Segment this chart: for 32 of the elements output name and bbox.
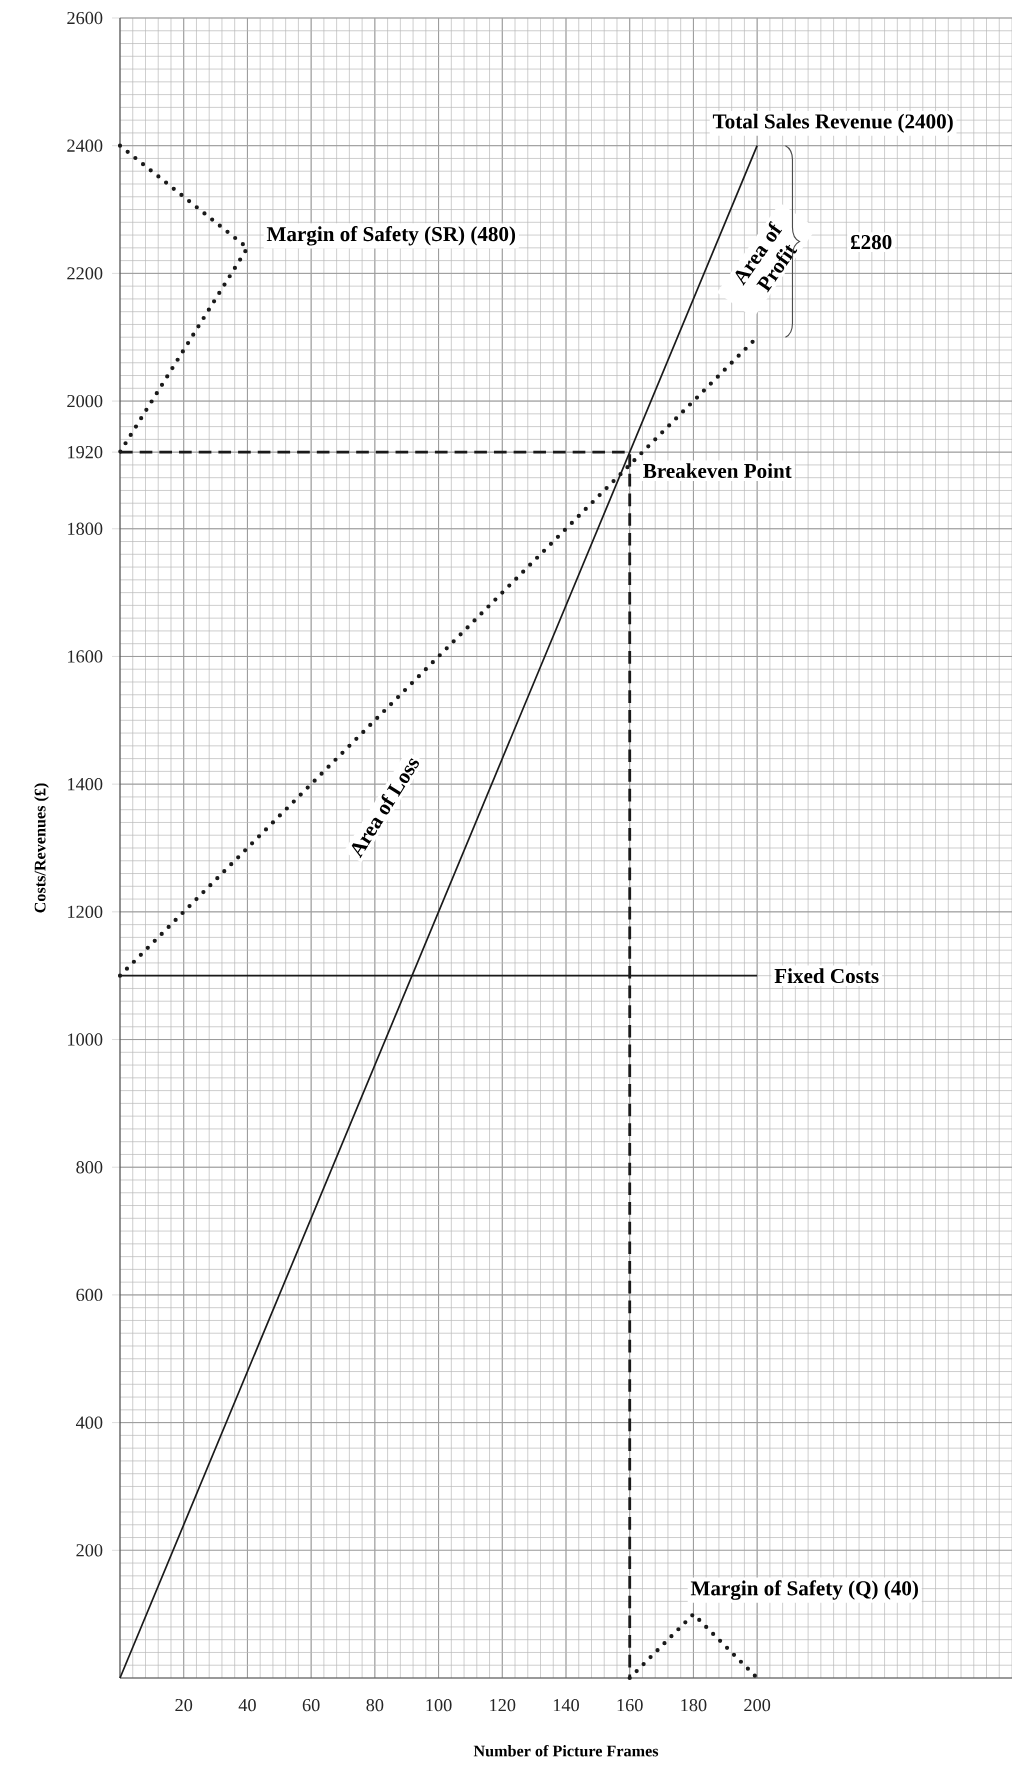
y-tick-label: 1200 <box>68 905 103 918</box>
x-tick-label: 60 <box>302 1698 320 1712</box>
annotation: Total Sales Revenue (2400) <box>712 113 953 133</box>
y-tick-label: 1800 <box>68 522 103 535</box>
annotation: £280 <box>850 234 892 250</box>
annotation: Margin of Safety (SR) (480) <box>266 226 516 246</box>
x-tick-label: 140 <box>553 1698 580 1712</box>
annotation: Breakeven Point <box>643 463 792 479</box>
x-tick-label: 120 <box>490 1698 516 1712</box>
y-tick-label: 1400 <box>68 777 103 791</box>
x-tick-label: 160 <box>617 1698 643 1712</box>
y-tick-label: 1920 <box>68 445 103 459</box>
x-tick-label: 200 <box>744 1698 771 1712</box>
y-tick-label: 800 <box>76 1161 103 1174</box>
annotation: Fixed Costs <box>774 968 879 984</box>
y-tick-label: 200 <box>76 1544 103 1557</box>
annotation: Margin of Safety (Q) (40) <box>690 1580 918 1600</box>
y-tick-label: 600 <box>76 1288 103 1302</box>
x-tick-label: 100 <box>426 1698 452 1712</box>
y-tick-label: 1600 <box>68 650 103 663</box>
x-tick-label: 40 <box>238 1698 256 1712</box>
x-tick-label: 180 <box>681 1698 707 1712</box>
y-tick-label: 2000 <box>67 394 103 408</box>
x-axis-title: Number of Picture Frames <box>473 1744 659 1757</box>
y-tick-label: 2400 <box>67 139 103 152</box>
x-tick-label: 20 <box>175 1698 193 1712</box>
x-tick-label: 80 <box>366 1698 384 1712</box>
y-tick-label: 2600 <box>67 11 103 25</box>
y-tick-label: 400 <box>75 1416 103 1429</box>
y-tick-label: 2200 <box>67 267 103 280</box>
y-axis-title: Costs/Revenues (£) <box>34 783 49 913</box>
y-tick-label: 1000 <box>68 1033 103 1046</box>
